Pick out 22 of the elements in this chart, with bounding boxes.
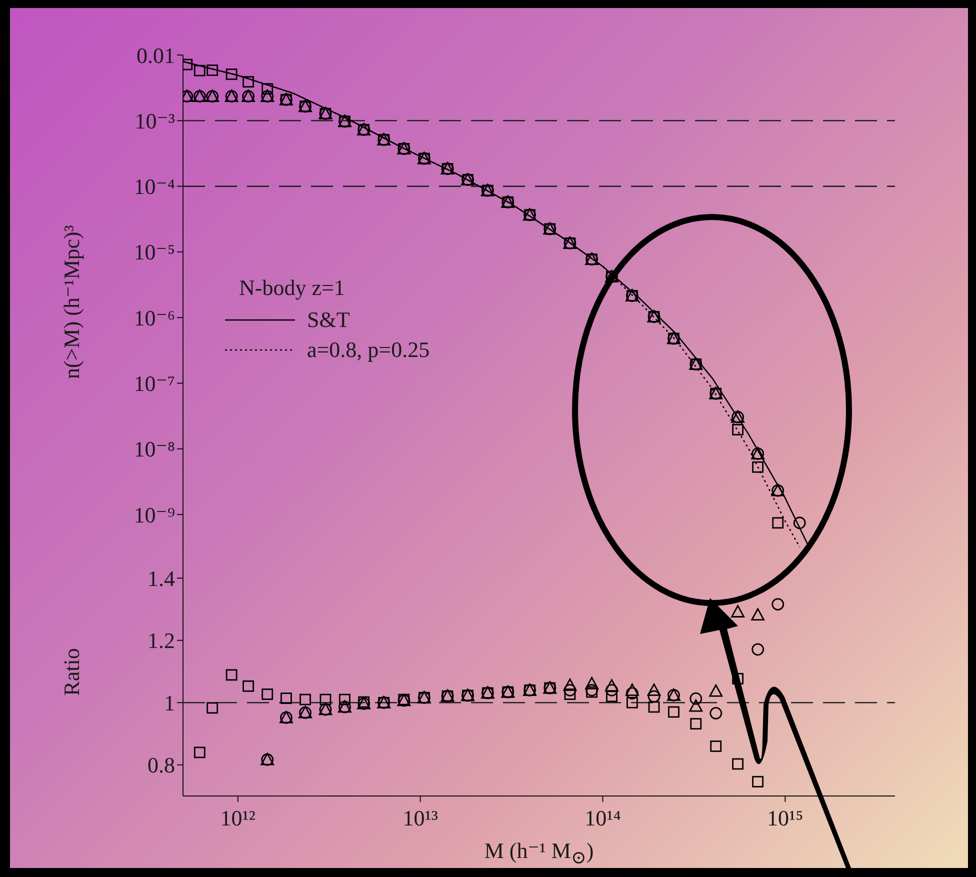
x-tick-label: 10¹⁴ xyxy=(584,806,622,831)
y-tick-label: 10⁻⁹ xyxy=(134,502,176,528)
y-tick-label: 10⁻³ xyxy=(134,108,176,134)
y-tick-label: 10⁻⁶ xyxy=(134,305,175,330)
y-tick-label: 10⁻⁴ xyxy=(134,174,176,200)
y-tick-label: 1.4 xyxy=(148,566,175,591)
legend-label: a=0.8, p=0.25 xyxy=(307,337,430,363)
legend-title: N-body z=1 xyxy=(239,275,346,301)
y-tick-label: 10⁻⁷ xyxy=(134,371,175,396)
y-tick-label: 10⁻⁸ xyxy=(134,436,175,462)
y-axis-title: Ratio xyxy=(59,648,85,696)
legend-label: S&T xyxy=(307,307,350,333)
y-tick-label: 10⁻⁵ xyxy=(134,240,175,265)
y-tick-label: 1 xyxy=(164,690,175,716)
y-axis-title: n(>M) (h⁻¹Mpc)³ xyxy=(59,224,85,378)
x-tick-label: 10¹² xyxy=(220,806,256,831)
y-tick-label: 0.01 xyxy=(136,42,175,68)
y-tick-label: 1.2 xyxy=(148,628,175,654)
y-tick-label: 0.8 xyxy=(148,752,175,778)
x-tick-label: 10¹³ xyxy=(402,806,438,831)
x-tick-label: 10¹⁵ xyxy=(767,806,804,831)
x-axis-title: M (h⁻¹ M$_{⊙}$) xyxy=(484,838,594,868)
